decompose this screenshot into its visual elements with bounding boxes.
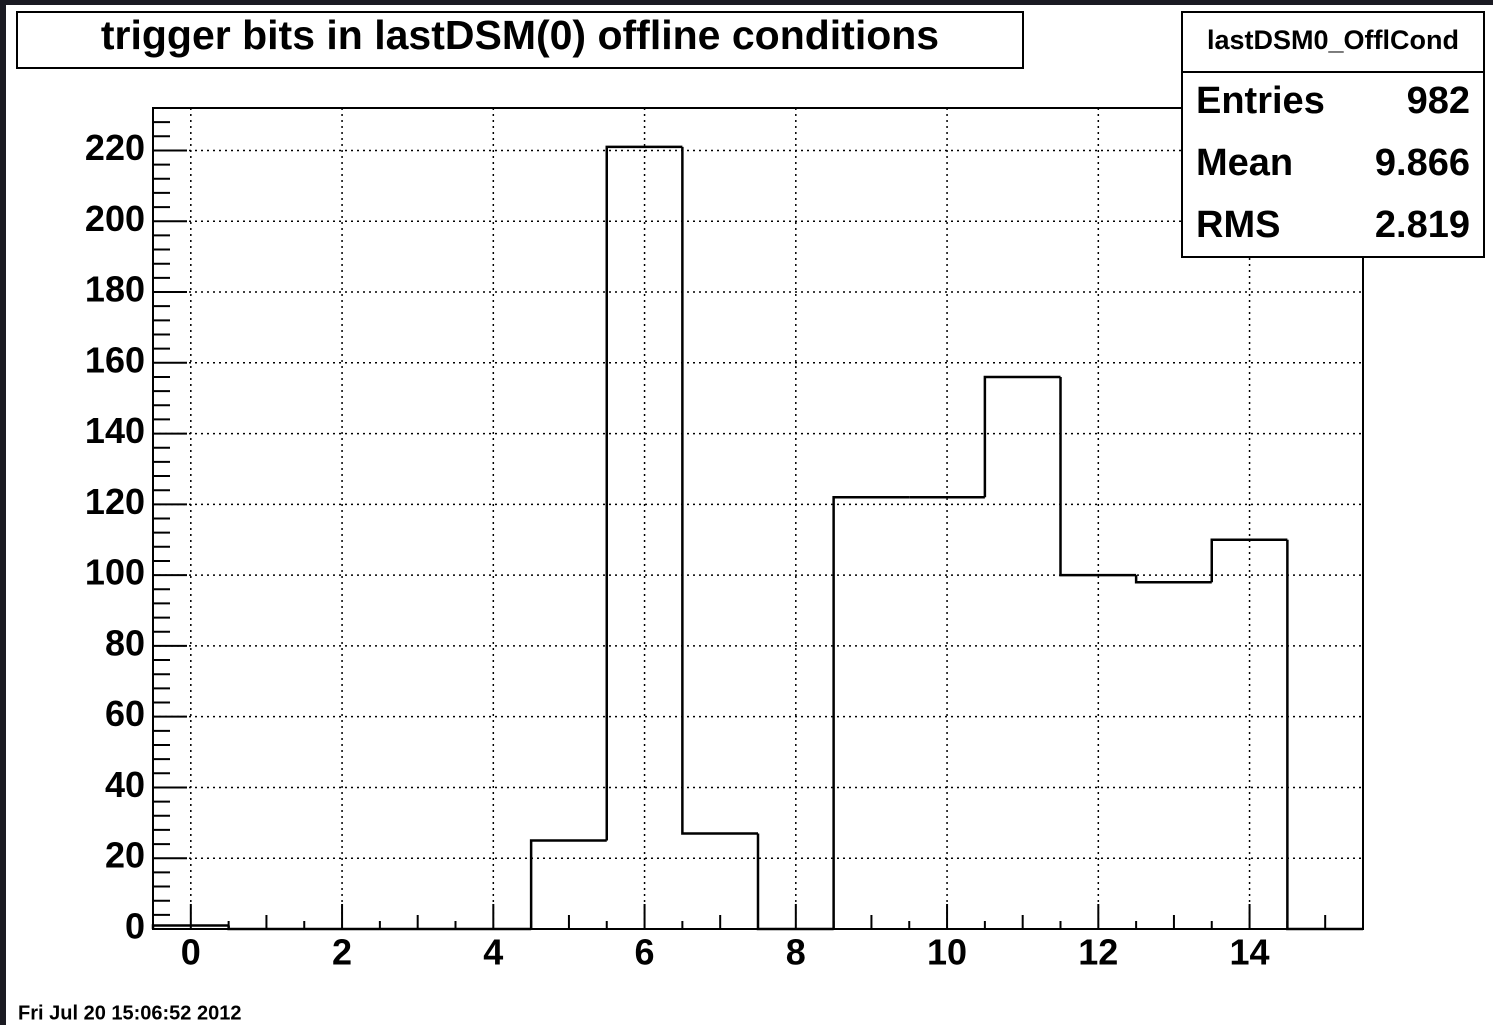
y-tick-label: 200 [85, 198, 145, 239]
histogram-bin [227, 925, 305, 931]
histogram-bin [529, 839, 607, 929]
plot-frame [152, 107, 1364, 930]
histogram-bin [151, 924, 229, 929]
stats-box [1181, 11, 1485, 258]
stats-value: 982 [1407, 80, 1470, 122]
histogram-bin [832, 496, 910, 929]
histogram-bin [681, 146, 758, 835]
x-tick-label: 10 [927, 932, 967, 973]
stats-value: 9.866 [1375, 142, 1470, 184]
y-tick-label: 180 [85, 269, 145, 310]
histogram-bin [1286, 539, 1363, 931]
y-tick-label: 140 [85, 410, 145, 451]
histogram-bin [756, 833, 834, 931]
histogram-bin [605, 145, 683, 841]
histogram-bin [1210, 538, 1288, 583]
title-box [16, 11, 1024, 69]
x-tick-label: 8 [786, 932, 806, 973]
stats-label: Mean [1196, 142, 1293, 184]
y-tick-label: 120 [85, 481, 145, 522]
y-tick-label: 20 [105, 835, 145, 876]
histogram-bin [1059, 376, 1137, 577]
x-tick-label: 14 [1230, 932, 1270, 973]
x-tick-label: 6 [635, 932, 655, 973]
y-tick-label: 0 [125, 906, 145, 947]
y-tick-label: 40 [105, 764, 145, 805]
x-tick-label: 12 [1078, 932, 1118, 973]
chart-title: trigger bits in lastDSM(0) offline condi… [101, 12, 939, 58]
y-tick-label: 80 [105, 622, 145, 663]
x-tick-label: 0 [181, 932, 201, 973]
stats-value: 2.819 [1375, 204, 1470, 246]
y-tick-label: 60 [105, 693, 145, 734]
x-tick-label: 2 [332, 932, 352, 973]
x-tick-label: 4 [483, 932, 503, 973]
timestamp: Fri Jul 20 15:06:52 2012 [18, 1002, 241, 1024]
stats-label: RMS [1196, 204, 1280, 246]
y-tick-label: 160 [85, 339, 145, 380]
stats-name: lastDSM0_OfflCond [1207, 25, 1459, 55]
y-tick-label: 100 [85, 552, 145, 593]
histogram-bin [983, 375, 1061, 498]
stats-label: Entries [1196, 80, 1325, 122]
histogram-bin [1134, 575, 1212, 584]
y-tick-label: 220 [85, 127, 145, 168]
